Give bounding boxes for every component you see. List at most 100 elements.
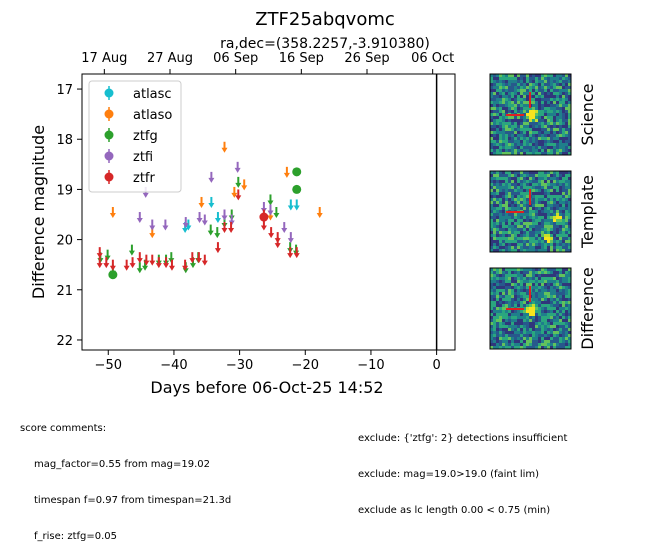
cutout-pixel [550, 268, 553, 271]
upper-limit-head [287, 205, 294, 211]
cutout-pixel [520, 189, 523, 192]
cutout-pixel [523, 110, 526, 113]
cutout-pixel [514, 271, 517, 274]
cutout-pixel [523, 274, 526, 277]
cutout-pixel [517, 152, 520, 155]
cutout-pixel [520, 216, 523, 219]
cutout-pixel [562, 343, 565, 346]
cutout-pixel [496, 98, 499, 101]
cutout-pixel [502, 237, 505, 240]
cutout-pixel [505, 104, 508, 107]
cutout-pixel [520, 177, 523, 180]
cutout-pixel [568, 95, 571, 98]
upper-limit-marker [201, 254, 208, 266]
cutout-pixel [502, 340, 505, 343]
cutout-pixel [565, 337, 568, 340]
cutout-pixel [505, 152, 508, 155]
upper-limit-head [136, 258, 143, 264]
cutout-pixel [538, 340, 541, 343]
cutout-pixel [565, 283, 568, 286]
legend-label: ztfg [133, 129, 158, 144]
legend-marker [104, 130, 114, 140]
cutout-pixel [502, 177, 505, 180]
cutout-pixel [568, 183, 571, 186]
cutout-pixel [553, 186, 556, 189]
cutout-pixel [508, 101, 511, 104]
cutout-pixel [568, 149, 571, 152]
cutout-pixel [490, 316, 493, 319]
cutout-pixel [556, 107, 559, 110]
cutout-pixel [505, 201, 508, 204]
cutout-pixel [541, 289, 544, 292]
cutout-pixel [502, 283, 505, 286]
cutout-pixel [550, 101, 553, 104]
cutout-pixel [517, 89, 520, 92]
cutout-pixel [499, 104, 502, 107]
upper-limit-marker [287, 247, 294, 259]
cutout-pixel [529, 219, 532, 222]
x-axis-label: Days before 06-Oct-25 14:52 [150, 378, 383, 397]
cutout-pixel [547, 310, 550, 313]
cutout-pixel [520, 195, 523, 198]
cutout-pixel [538, 134, 541, 137]
cutout-pixel [556, 222, 559, 225]
upper-limit-marker [268, 227, 275, 239]
cutout-pixel [559, 149, 562, 152]
cutout-pixel [529, 240, 532, 243]
cutout-pixel [529, 128, 532, 131]
cutout-pixel [538, 313, 541, 316]
upper-limit-marker [182, 217, 189, 229]
cutout-pixel [493, 243, 496, 246]
cutout-pixel [514, 277, 517, 280]
cutout-pixel [550, 110, 553, 113]
cutout-pixel [553, 340, 556, 343]
upper-limit-head [208, 177, 215, 183]
cutout-pixel [493, 207, 496, 210]
cutout-pixel [499, 298, 502, 301]
cutout-pixel [553, 116, 556, 119]
cutout-pixel [550, 316, 553, 319]
cutout-pixel [544, 213, 547, 216]
upper-limit-marker [207, 224, 214, 236]
cutout-pixel [568, 346, 571, 349]
cutout-pixel [565, 310, 568, 313]
cutout-pixel [508, 246, 511, 249]
upper-limit-marker [267, 194, 274, 206]
cutout-pixel [532, 125, 535, 128]
cutout-pixel [541, 325, 544, 328]
cutout-pixel [550, 77, 553, 80]
cutout-pixel [544, 268, 547, 271]
cutout-pixel [544, 137, 547, 140]
cutout-pixel [556, 92, 559, 95]
cutout-pixel [550, 280, 553, 283]
upper-limit-marker [155, 257, 162, 269]
upper-limit-head [234, 167, 241, 173]
cutout-pixel [493, 219, 496, 222]
cutout-pixel [493, 192, 496, 195]
upper-limit-head [235, 195, 242, 201]
cutout-pixel [541, 310, 544, 313]
upper-limit-head [163, 263, 170, 269]
cutout-pixel [502, 198, 505, 201]
cutout-pixel [505, 140, 508, 143]
cutout-pixel [562, 240, 565, 243]
cutout-pixel [532, 289, 535, 292]
cutout-pixel [559, 95, 562, 98]
upper-limit-head [142, 265, 149, 271]
cutout-pixel [517, 216, 520, 219]
cutout-pixel [499, 86, 502, 89]
cutout-pixel [553, 307, 556, 310]
cutout-pixel [490, 125, 493, 128]
cutout-pixel [508, 152, 511, 155]
cutout-pixel [559, 298, 562, 301]
cutout-pixel [511, 234, 514, 237]
cutout-pixel [523, 137, 526, 140]
cutout-pixel [508, 216, 511, 219]
cutout-pixel [526, 119, 529, 122]
cutout-pixel [568, 174, 571, 177]
cutout-pixel [538, 322, 541, 325]
cutout-pixel [502, 137, 505, 140]
cutout-pixel [559, 234, 562, 237]
cutout-pixel [529, 310, 532, 313]
cutout-label: Difference [578, 267, 597, 349]
